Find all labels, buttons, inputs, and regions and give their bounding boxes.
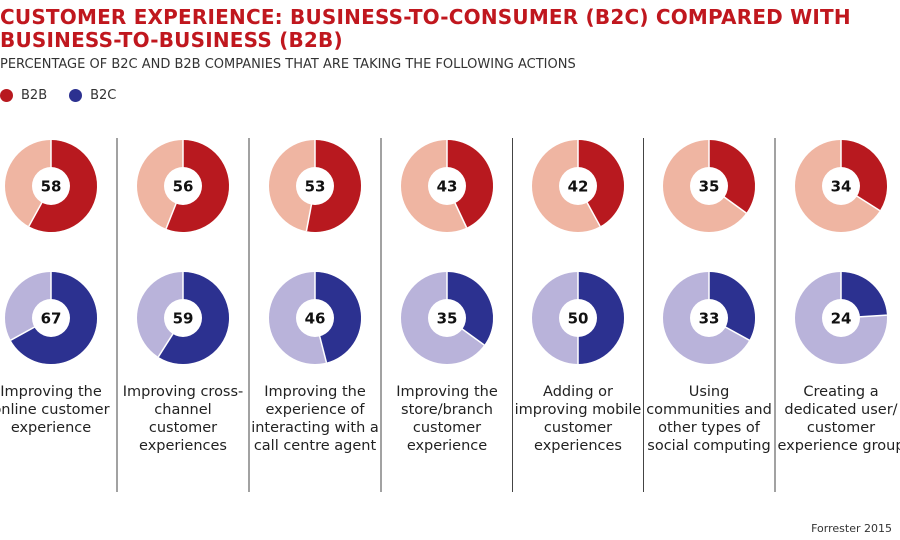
data-label-b2b: 43 [437,178,458,196]
chart-subtitle: PERCENTAGE OF B2C AND B2B COMPANIES THAT… [0,57,576,72]
donut-hole [32,167,70,205]
donut-hole [559,299,597,337]
donut-hole [690,299,728,337]
category-label: Improving the experience of interacting … [251,384,379,454]
legend: B2B B2C [0,88,116,103]
donut-hole [164,167,202,205]
donut-slice-b2c [447,272,493,346]
category-label: Improving the online customer experience [0,384,110,436]
legend-label-b2b: B2B [21,88,48,103]
data-label-b2c: 33 [699,310,720,328]
donut-hole [428,299,466,337]
donut-slice-b2b [447,140,493,228]
donut-slice-b2c [578,272,624,364]
data-label-b2b: 53 [305,178,326,196]
category-label: Adding or improving mobile customer expe… [514,384,642,454]
chart-title: CUSTOMER EXPERIENCE: BUSINESS-TO-CONSUME… [0,5,851,52]
donut-hole [822,299,860,337]
data-label-b2c: 46 [305,310,326,328]
donut-hole [822,167,860,205]
donut-slice-b2b [709,140,755,214]
donut-hole [296,167,334,205]
donut-hole [690,167,728,205]
data-label-b2b: 42 [568,178,589,196]
legend-item-b2c: B2C [69,88,116,103]
data-label-b2c: 67 [41,310,62,328]
legend-swatch-b2c [69,89,83,102]
donut-slice-b2c [315,272,362,363]
data-label-b2c: 50 [568,310,589,328]
donut-hole [428,167,466,205]
donut-hole [164,299,202,337]
legend-label-b2c: B2C [90,88,117,103]
category-label: Improving the store/branch customer expe… [396,384,498,454]
category-label: Using communities and other types of soc… [646,384,772,454]
donut-slice-b2b [578,140,624,227]
data-label-b2c: 24 [831,310,852,328]
legend-item-b2b: B2B [0,88,47,103]
data-label-b2c: 59 [173,310,194,328]
donut-hole [296,299,334,337]
data-label-b2c: 35 [437,310,458,328]
data-label-b2b: 58 [41,178,62,196]
data-label-b2b: 34 [831,178,852,196]
source-credit: Forrester 2015 [811,522,892,535]
data-label-b2b: 56 [173,178,194,196]
category-label: Improving cross-channel customer experie… [122,384,244,454]
donut-hole [32,299,70,337]
donut-hole [559,167,597,205]
legend-swatch-b2b [0,89,13,102]
category-label: Creating a dedicated user/ customer expe… [777,384,900,454]
data-label-b2b: 35 [699,178,720,196]
